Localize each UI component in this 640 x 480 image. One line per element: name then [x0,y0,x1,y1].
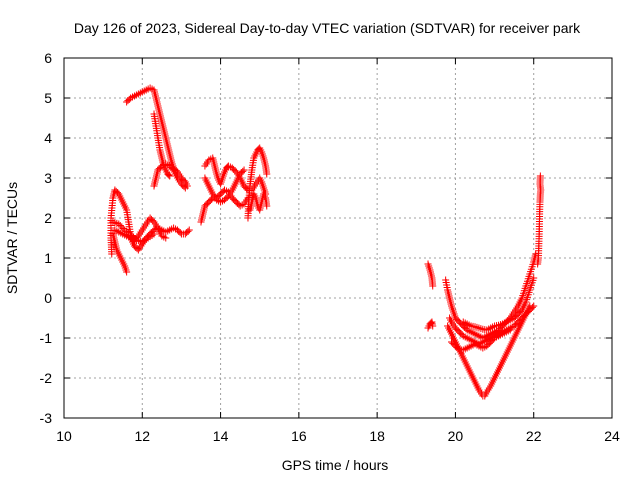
y-tick-label: 5 [44,90,52,106]
data-point [129,233,137,241]
data-point [263,202,271,210]
data-point [181,184,189,192]
data-point [528,303,536,311]
x-tick-label: 16 [291,428,307,444]
y-tick-label: -2 [40,370,53,386]
x-tick-label: 24 [604,428,620,444]
data-point [263,170,271,178]
x-tick-label: 22 [526,428,542,444]
plot-frame [63,57,613,419]
x-tick-label: 10 [56,428,72,444]
y-tick-label: -3 [40,410,53,426]
y-tick-label: 2 [44,210,52,226]
x-tick-label: 14 [213,428,229,444]
data-point [127,230,135,238]
data-point [150,230,158,238]
y-tick-label: 0 [44,290,52,306]
data-point [427,319,435,327]
chart-title: Day 126 of 2023, Sidereal Day-to-day VTE… [74,20,581,36]
data-point [180,183,188,191]
y-tick-label: 4 [44,130,52,146]
data-point [536,172,544,180]
y-tick-label: -1 [40,330,53,346]
data-point [239,167,247,175]
data-point [115,220,123,228]
y-tick-label: 1 [44,250,52,266]
data-points [107,84,545,400]
data-point [166,172,174,180]
data-point [240,166,248,174]
data-point [118,223,126,231]
x-tick-label: 12 [134,428,150,444]
data-point [123,268,131,276]
y-axis-label: SDTVAR / TECUs [4,182,20,294]
x-tick-label: 20 [448,428,464,444]
data-point [184,227,192,235]
x-tick-label: 18 [369,428,385,444]
x-axis-label: GPS time / hours [282,457,389,473]
data-point [262,190,270,198]
y-tick-label: 6 [44,50,52,66]
y-tick-label: 3 [44,170,52,186]
data-point [185,226,193,234]
data-point [116,222,124,229]
data-point [429,282,437,290]
data-point [454,345,462,353]
data-point [506,326,514,334]
data-point [176,229,184,237]
data-point [530,302,538,310]
data-point [530,274,538,282]
data-point [429,322,437,330]
data-point [162,234,170,242]
data-point [165,171,173,179]
data-point [128,232,136,239]
